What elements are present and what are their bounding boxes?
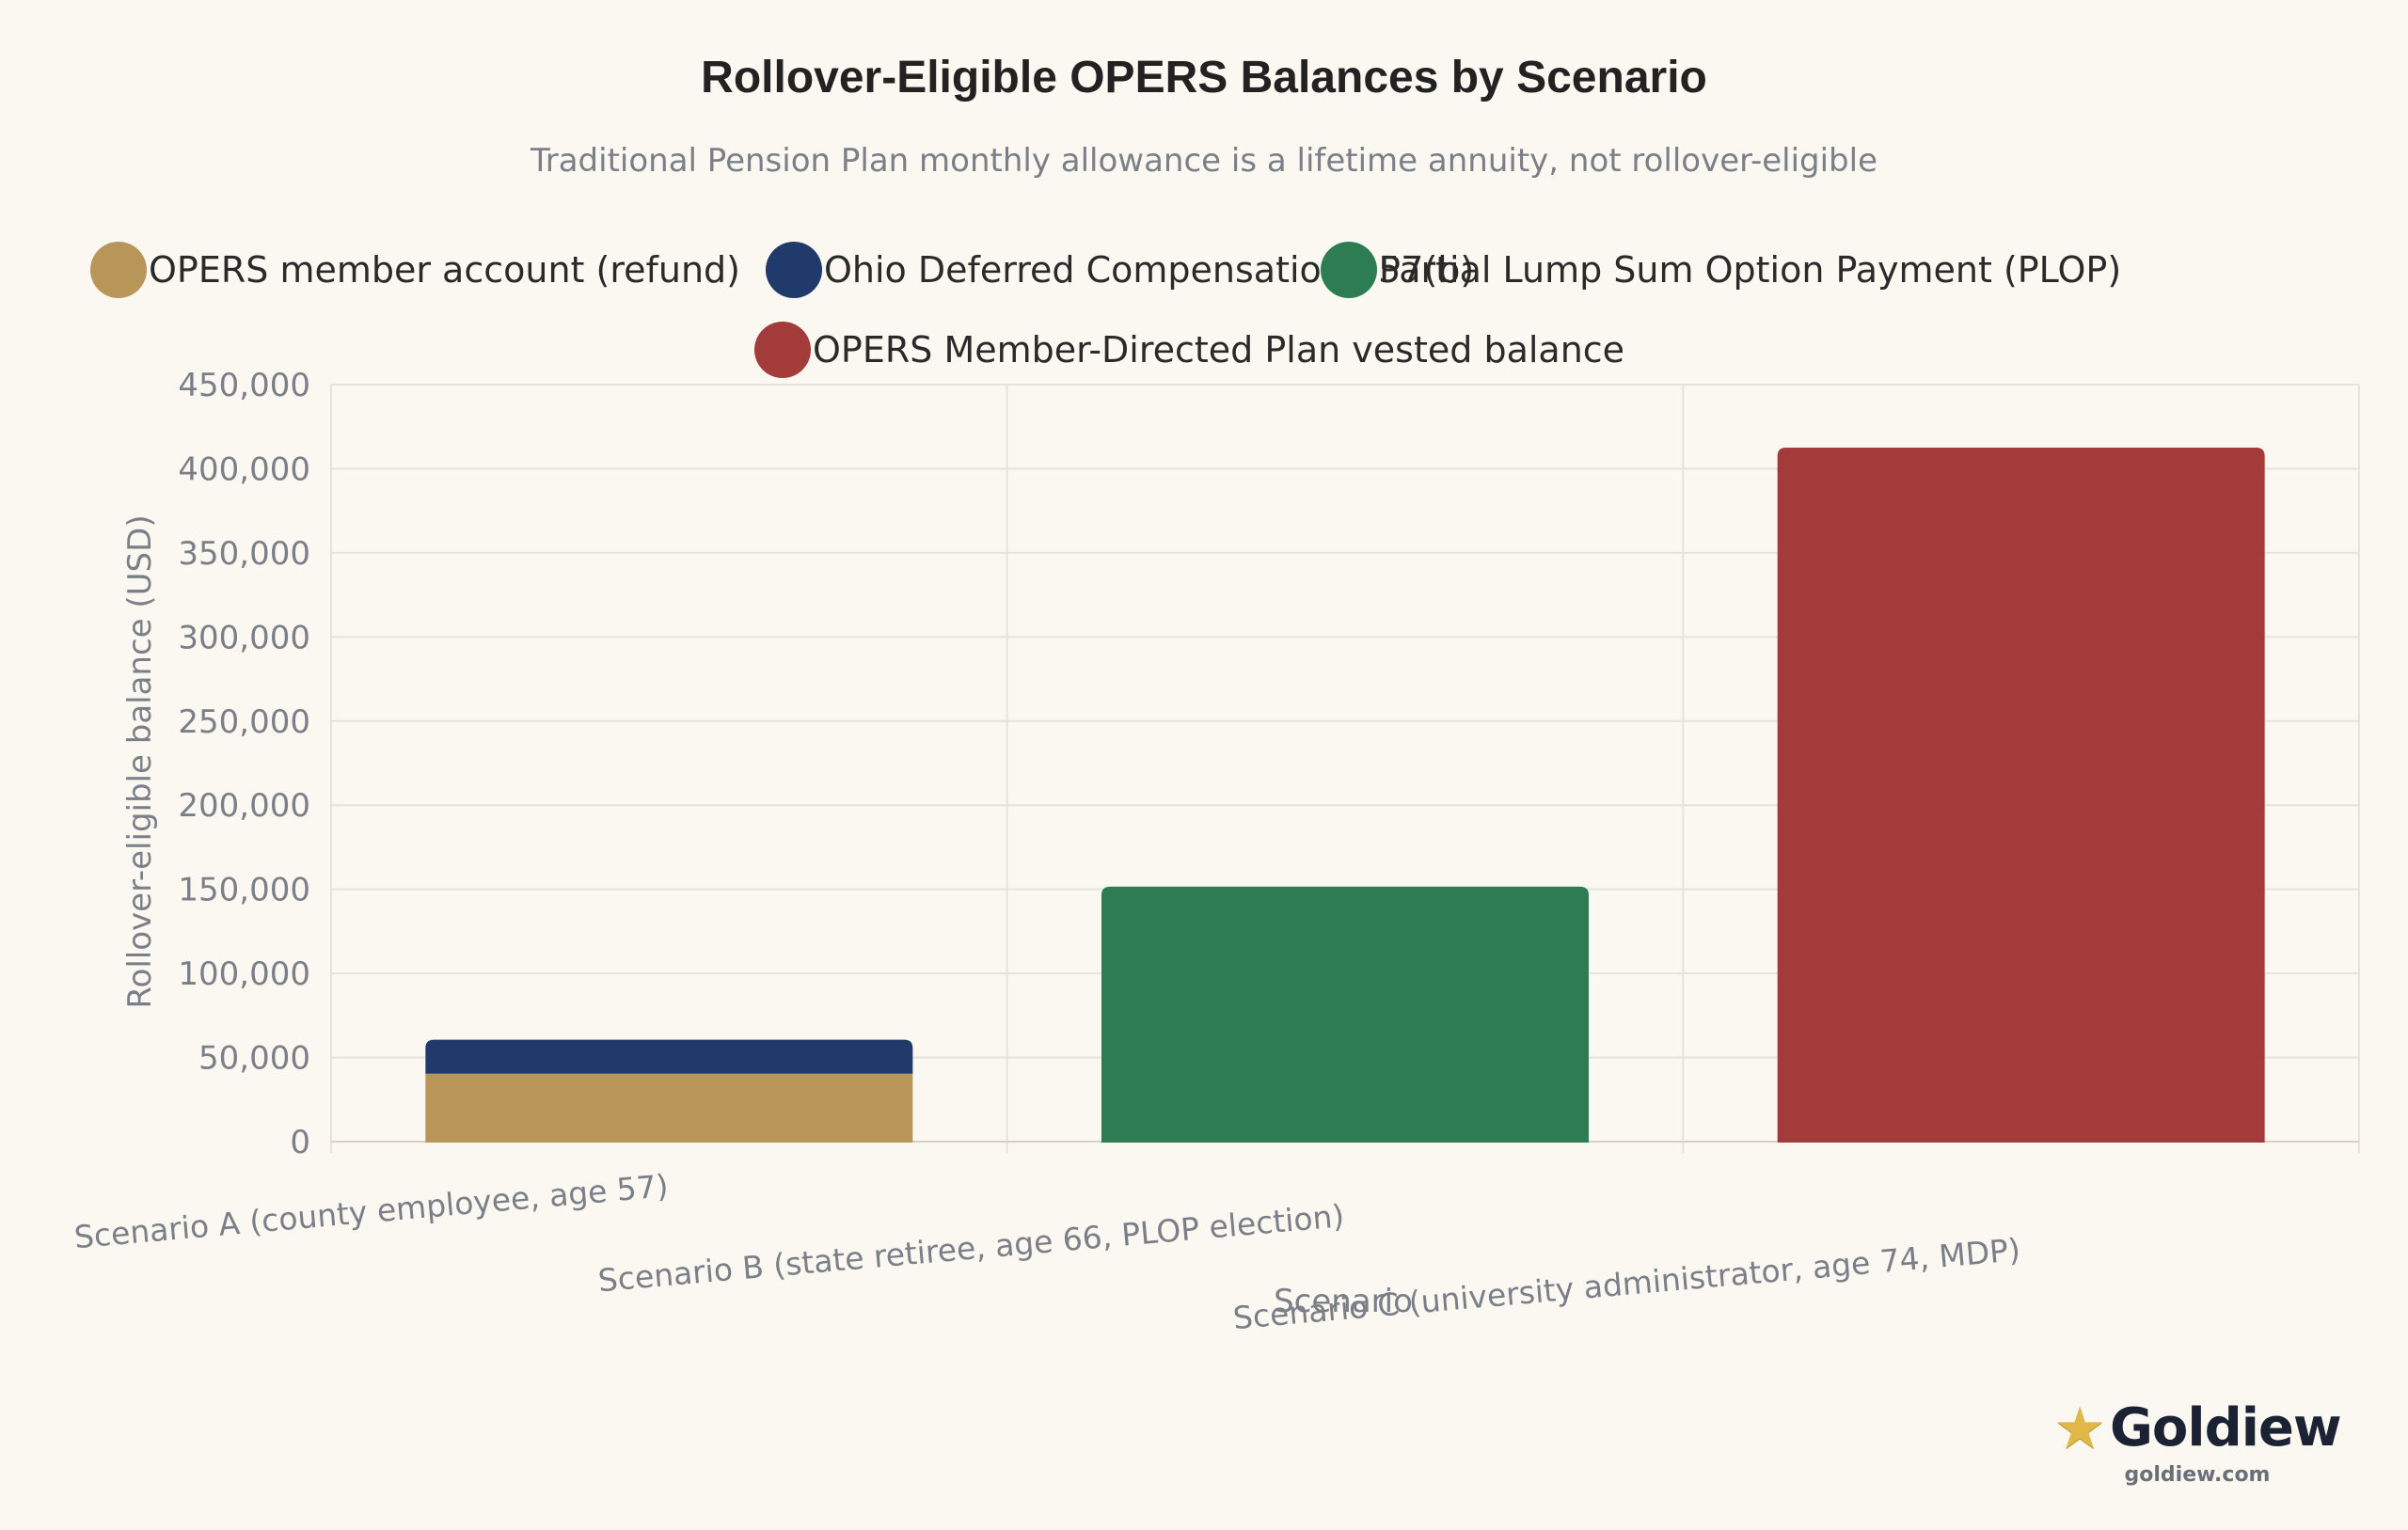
x-axis-label: Scenario	[1274, 1283, 1413, 1320]
chart-subtitle: Traditional Pension Plan monthly allowan…	[530, 142, 1877, 180]
legend-label: OPERS member account (refund)	[149, 249, 740, 291]
y-tick-label: 300,000	[178, 619, 310, 656]
bar-segment	[1101, 886, 1589, 1143]
x-tick-label: Scenario B (state retiree, age 66, PLOP …	[596, 1197, 1345, 1299]
legend-label: OPERS Member-Directed Plan vested balanc…	[813, 329, 1624, 371]
brand-name: Goldiew	[2109, 1397, 2342, 1459]
bar-segment	[425, 1039, 913, 1074]
legend-item: Partial Lump Sum Option Payment (PLOP)	[1321, 242, 2121, 298]
bar-segment	[425, 1071, 913, 1143]
legend-item: OPERS member account (refund)	[90, 242, 740, 298]
bars	[425, 447, 2265, 1143]
brand-url: goldiew.com	[2124, 1463, 2271, 1487]
legend-swatch	[766, 242, 822, 298]
y-tick-label: 400,000	[178, 450, 310, 488]
y-tick-label: 50,000	[198, 1040, 310, 1078]
star-icon: ★	[2053, 1394, 2106, 1462]
legend-swatch	[90, 242, 147, 298]
y-tick-label: 0	[290, 1124, 310, 1161]
y-tick-label: 100,000	[178, 955, 310, 993]
y-tick-label: 150,000	[178, 872, 310, 909]
chart-title: Rollover-Eligible OPERS Balances by Scen…	[701, 53, 1707, 103]
x-tick-label: Scenario A (county employee, age 57)	[72, 1167, 670, 1255]
y-tick-label: 250,000	[178, 703, 310, 741]
y-tick-label: 350,000	[178, 535, 310, 573]
bar-segment	[1777, 447, 2265, 1143]
legend: OPERS member account (refund) Ohio Deferr…	[90, 242, 2121, 378]
legend-item: OPERS Member-Directed Plan vested balanc…	[754, 322, 1624, 378]
legend-label: Partial Lump Sum Option Payment (PLOP)	[1379, 249, 2121, 291]
y-axis-label: Rollover-eligible balance (USD)	[121, 514, 159, 1008]
y-tick-label: 200,000	[178, 787, 310, 825]
y-tick-label: 450,000	[178, 367, 310, 404]
legend-swatch	[754, 322, 811, 378]
y-axis-ticks: 0 50,000 100,000 150,000 200,000 250,000 300,0…	[178, 367, 310, 1161]
x-axis-ticks: Scenario A (county employee, age 57)Scen…	[72, 1167, 2021, 1336]
legend-swatch	[1321, 242, 1377, 298]
brand-logo: ★ Goldiew goldiew.com	[2047, 1394, 2348, 1488]
